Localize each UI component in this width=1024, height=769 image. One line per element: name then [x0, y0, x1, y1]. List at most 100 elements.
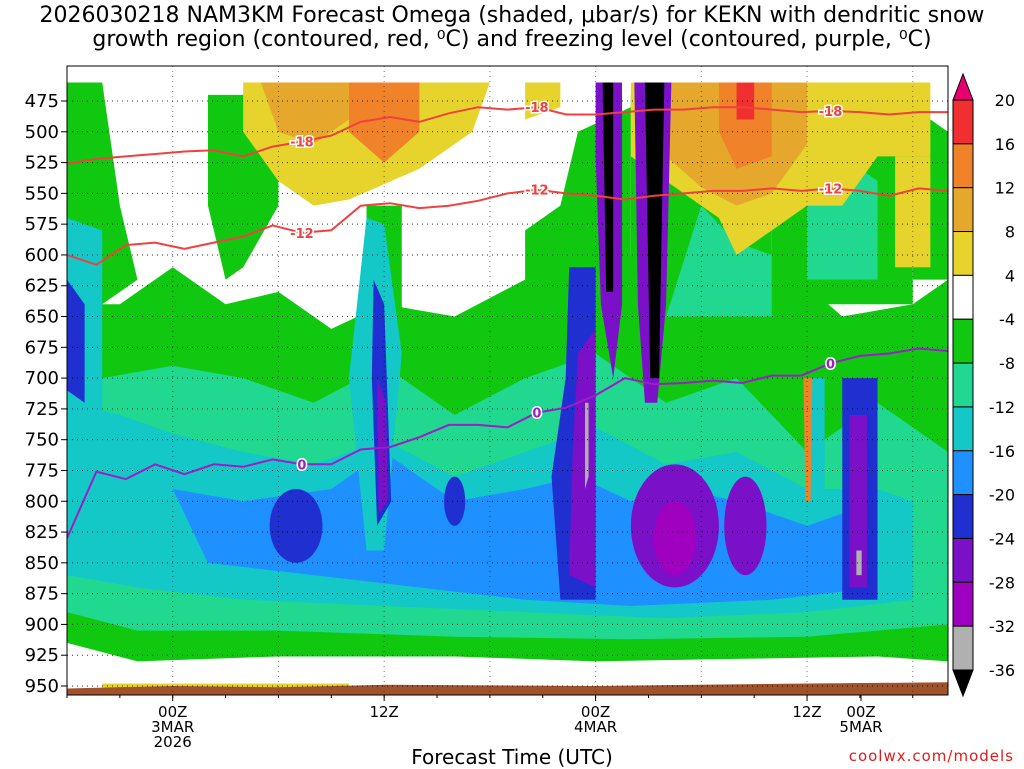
colorbar-swatch-5	[952, 274, 974, 320]
colorbar-label-4: 4	[1005, 266, 1015, 285]
x-tick-label-0-line-2: 2026	[153, 733, 192, 751]
colorbar-label-11: -28	[989, 573, 1015, 592]
contour-dendritic-lower	[67, 187, 948, 266]
x-tick-label-3: 12Z	[767, 705, 847, 720]
contour-label-dendritic-lower-2: -12	[819, 182, 843, 197]
colorbar: 20 16 12 8 4 -4 -8 -12 -16 -20 -24 -28 -32 -36	[952, 72, 1015, 698]
y-tick-label-650: 650	[25, 307, 59, 328]
colorbar-swatch-7	[952, 362, 974, 408]
contour-label-freezing-level-2: 0	[826, 357, 835, 372]
shade-purple-63	[849, 415, 867, 588]
colorbar-label-13: -36	[989, 661, 1015, 680]
x-tick-label-0: 00Z 3MAR 2026	[133, 705, 213, 750]
y-tick-label-875: 875	[25, 584, 59, 605]
y-tick-label-775: 775	[25, 460, 59, 481]
x-tick-label-1-line-0: 12Z	[369, 703, 399, 721]
colorbar-swatch-8	[952, 406, 974, 452]
y-tick-label-700: 700	[25, 368, 59, 389]
shade-purple-36	[377, 378, 388, 514]
y-tick-label-500: 500	[25, 122, 59, 143]
colorbar-swatch-3	[952, 187, 974, 233]
shade-purple-56	[724, 476, 767, 576]
x-tick-label-1: 12Z	[344, 705, 424, 720]
y-tick-label-725: 725	[25, 399, 59, 420]
x-tick-label-4-line-0: 00Z	[846, 703, 876, 721]
shade-dkblue-left	[67, 279, 85, 403]
colorbar-label-1: 16	[995, 135, 1015, 154]
contour-freezing-level	[67, 347, 948, 539]
y-tick-label-950: 950	[25, 676, 59, 697]
y-tick-label-750: 750	[25, 430, 59, 451]
colorbar-swatch-12	[952, 581, 974, 627]
colorbar-label-7: -12	[989, 398, 1015, 417]
shade-violet-52	[653, 501, 697, 576]
colorbar-label-0: 20	[995, 91, 1015, 110]
colorbar-swatch-6	[952, 318, 974, 364]
colorbar-swatch-1	[952, 99, 974, 145]
shade-dkblue-31	[269, 488, 323, 563]
colorbar-label-5: -4	[999, 310, 1015, 329]
x-axis-label: Forecast Time (UTC)	[411, 745, 613, 769]
colorbar-swatch-11	[952, 537, 974, 583]
shade-gray-47	[585, 402, 589, 489]
y-tick-label-600: 600	[25, 245, 59, 266]
x-tick-label-3-line-0: 12Z	[792, 703, 822, 721]
gridlines	[67, 66, 948, 695]
x-tick-label-0-line-0: 00Z	[158, 703, 188, 721]
credit-text[interactable]: coolwx.com/models	[848, 747, 1014, 765]
colorbar-label-3: 8	[1005, 223, 1015, 242]
contour-label-dendritic-upper-2: -18	[819, 105, 843, 120]
colorbar-label-6: -8	[999, 354, 1015, 373]
x-tick-label-2: 00Z 4MAR	[556, 705, 636, 735]
contour-label-dendritic-lower-1: -12	[525, 184, 549, 199]
colorbar-label-9: -20	[989, 486, 1015, 505]
x-axis	[66, 695, 914, 701]
shade-black-48	[602, 82, 614, 292]
colorbar-swatch-0	[952, 72, 974, 101]
x-tick-label-0-line-1: 3MAR	[151, 718, 195, 736]
colorbar-swatch-14	[952, 669, 974, 698]
y-tick-label-550: 550	[25, 183, 59, 204]
x-tick-label-4-line-1: 5MAR	[839, 718, 883, 736]
y-tick-label-800: 800	[25, 491, 59, 512]
colorbar-swatch-10	[952, 494, 974, 539]
contour-label-freezing-level-0: 0	[297, 458, 306, 473]
y-tick-label-900: 900	[25, 614, 59, 635]
shade-dkyellow-top-left	[260, 82, 349, 145]
y-tick-label-925: 925	[25, 645, 59, 666]
chart-title-line2: growth region (contoured, red, ⁰C) and f…	[92, 27, 932, 52]
shade-seagreen-55	[666, 205, 772, 317]
colorbar-swatch-4	[952, 231, 974, 276]
colorbar-swatch-13	[952, 625, 974, 671]
y-tick-label-850: 850	[25, 553, 59, 574]
x-tick-label-4: 00Z 5MAR	[821, 705, 901, 735]
colorbar-swatch-9	[952, 450, 974, 496]
x-tick-label-2-line-0: 00Z	[580, 703, 611, 721]
colorbar-label-2: 12	[995, 179, 1015, 198]
contour-lines: -18 -18 -18 -12 -12 -12 0 0 0	[67, 100, 948, 539]
contour-label-dendritic-upper-0: -18	[290, 136, 314, 151]
y-tick-label-525: 525	[25, 153, 59, 174]
y-tick-label-625: 625	[25, 276, 59, 297]
colorbar-label-12: -32	[989, 617, 1015, 636]
colorbar-label-10: -24	[989, 529, 1015, 548]
colorbar-swatch-2	[952, 143, 974, 189]
contour-label-freezing-level-1: 0	[532, 407, 541, 422]
y-tick-label-575: 575	[25, 214, 59, 235]
shade-gray-63	[856, 550, 862, 576]
y-tick-label-825: 825	[25, 522, 59, 543]
shade-red-top	[736, 82, 755, 120]
shade-purple-47	[569, 328, 596, 588]
x-tick-label-2-line-1: 4MAR	[574, 718, 618, 736]
shade-orange-top-right	[718, 82, 772, 169]
y-tick-label-475: 475	[25, 91, 59, 112]
shade-black-51	[644, 82, 665, 379]
contour-label-dendritic-upper-1: -18	[525, 101, 549, 116]
plot-frame	[66, 65, 949, 696]
shade-orange-top-left	[348, 82, 420, 163]
y-tick-label-675: 675	[25, 337, 59, 358]
terrain-ground	[67, 682, 948, 695]
shade-dkblue-40	[444, 476, 466, 526]
contour-dendritic-upper	[67, 106, 948, 165]
